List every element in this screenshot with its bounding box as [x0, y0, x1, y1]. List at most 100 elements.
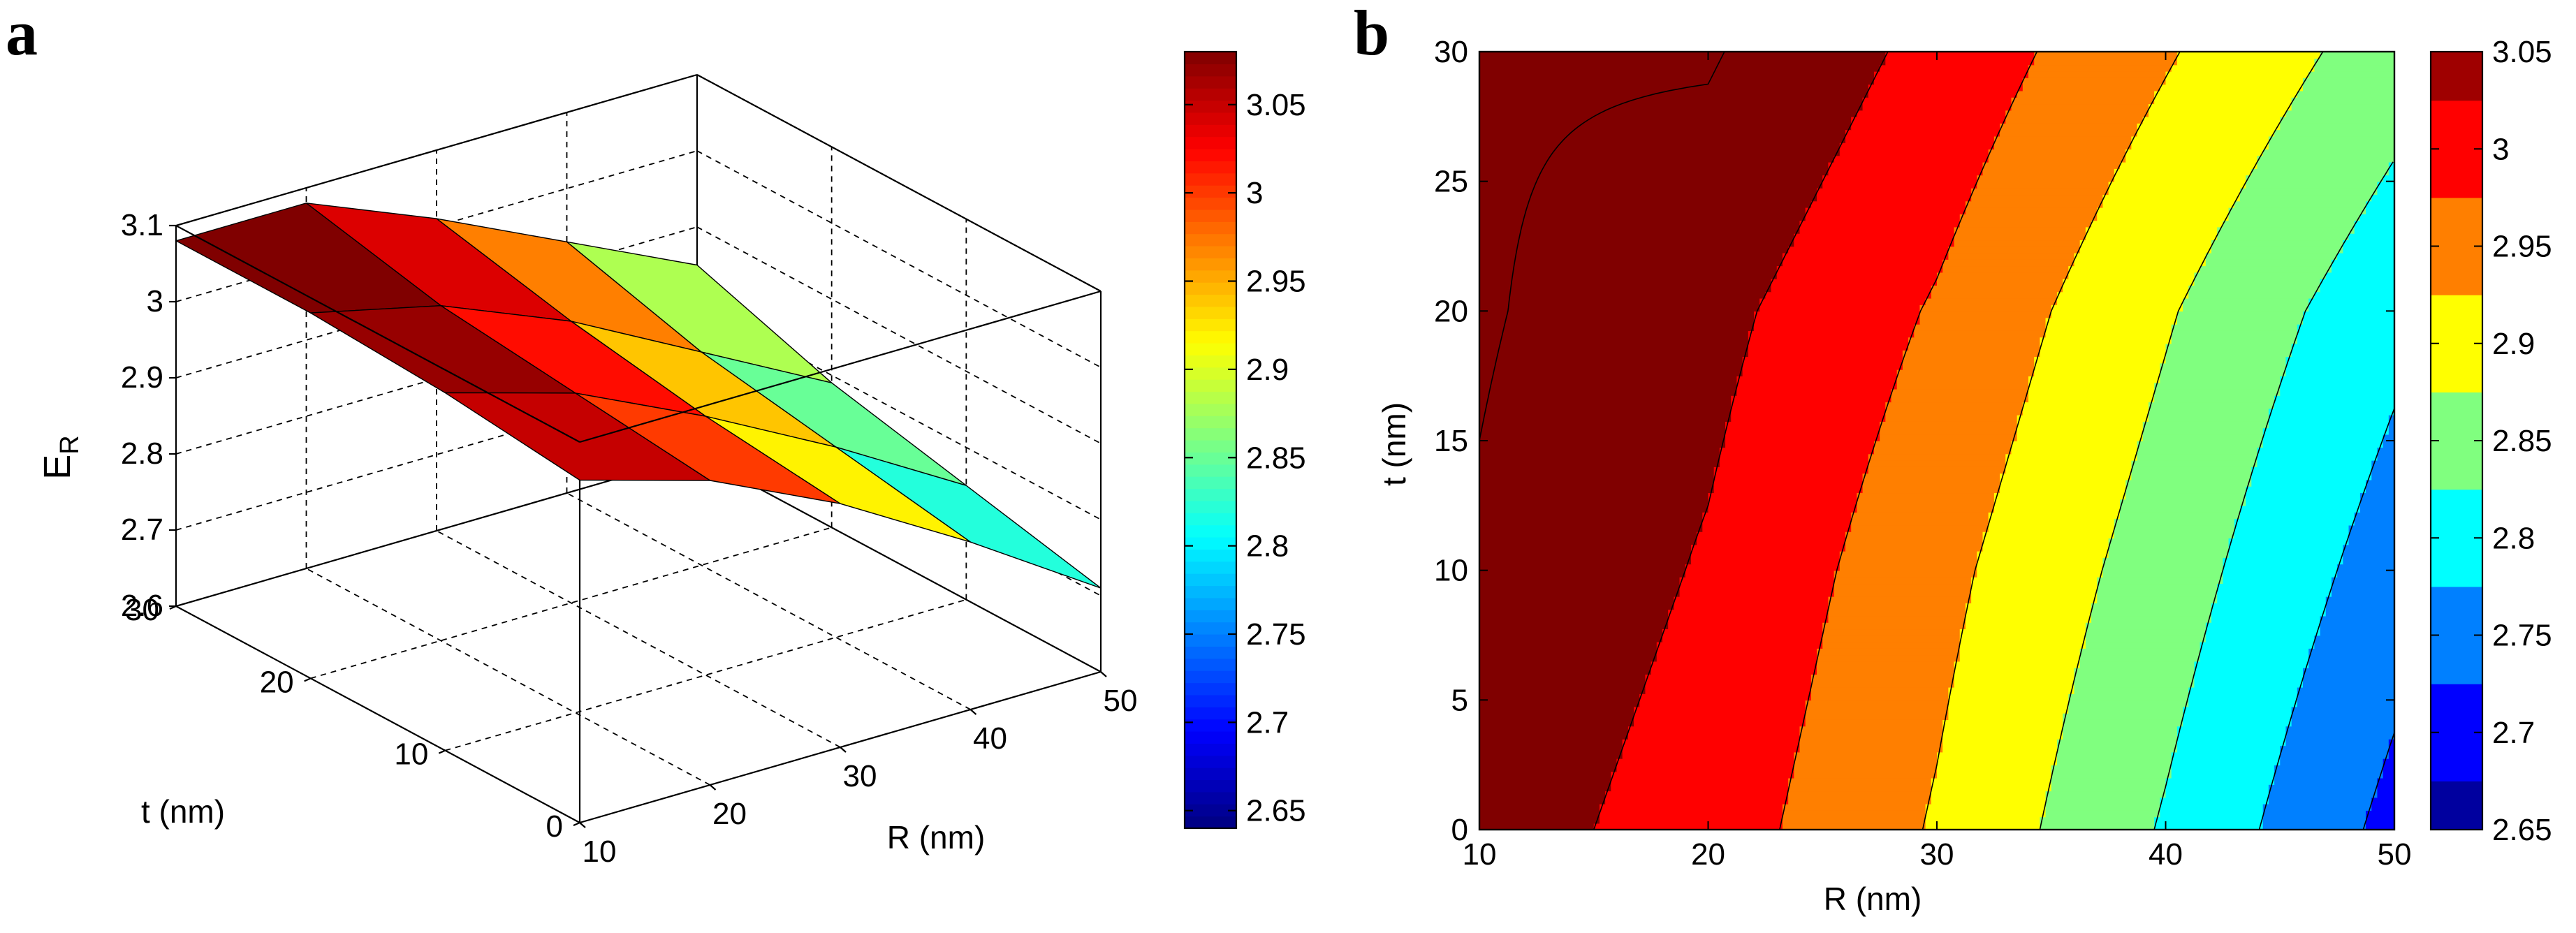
contour-band-cell	[1674, 603, 1829, 610]
contour-band-cell	[1954, 226, 2086, 234]
contour-band-cell	[2274, 402, 2395, 409]
contour-band-cell	[2388, 427, 2395, 435]
contour-line	[2153, 161, 2394, 830]
contour-band-cell	[1479, 330, 1503, 338]
contour-band-cell	[1507, 285, 1772, 293]
contour-band-cell	[2211, 609, 2327, 617]
contour-band-cell	[1954, 240, 2081, 247]
contour-band-cell	[1880, 64, 2029, 72]
x-tick-label: 20	[1691, 837, 1725, 872]
contour-band-cell	[1479, 233, 1521, 241]
contour-band-cell	[2028, 382, 2155, 390]
contour-band-cell	[2359, 492, 2395, 500]
contour-band-cell	[2285, 369, 2395, 376]
contour-band-cell	[2154, 816, 2264, 824]
contour-band-cell	[1977, 564, 2104, 571]
contour-band-cell	[1896, 376, 2029, 383]
contour-band-cell	[1479, 641, 1657, 649]
contour-band-cell	[2234, 200, 2366, 208]
contour-band-cell	[1479, 285, 1509, 293]
contour-band-cell	[1942, 726, 2063, 733]
contour-band-cell	[2383, 765, 2395, 772]
contour-band-cell	[2183, 304, 2309, 312]
contour-band-cell	[1622, 751, 1795, 759]
colorbar-cell	[1185, 136, 1236, 149]
contour-band-cell	[1954, 233, 2086, 241]
contour-band-cell	[2223, 576, 2332, 585]
contour-band-cell	[2142, 116, 2281, 124]
contour-line	[1779, 51, 2038, 830]
contour-band-cell	[1571, 129, 1846, 137]
contour-band-cell	[1479, 771, 1612, 779]
contour-band-cell	[1479, 382, 1492, 390]
contour-band-cell	[1754, 317, 1921, 325]
contour-band-cell	[1799, 226, 1955, 234]
contour-band-cell	[2017, 427, 2144, 435]
contour-band-cell	[1857, 499, 1995, 506]
colorbar-cell	[1185, 488, 1236, 501]
contour-band-cell	[2091, 220, 2224, 228]
colorbar-cell	[1185, 476, 1236, 490]
contour-band-cell	[1948, 246, 2081, 254]
contour-band-cell	[1651, 661, 1817, 668]
contour-band-cell	[1656, 90, 1869, 98]
contour-band-cell	[2308, 297, 2395, 305]
contour-band-cell	[2176, 311, 2304, 318]
contour-band-cell	[1479, 589, 1681, 597]
x-tick-label: 50	[1104, 684, 1138, 718]
contour-band-cell	[1885, 408, 2024, 416]
colorbar-cell	[1185, 52, 1236, 64]
contour-band-cell	[2085, 233, 2218, 241]
contour-band-cell	[2268, 414, 2390, 422]
contour-band-cell	[1479, 686, 1646, 694]
contour-band-cell	[1782, 816, 1926, 824]
colorbar-cell	[1185, 464, 1236, 477]
contour-band-cell	[2257, 453, 2378, 461]
contour-band-cell	[1788, 791, 1932, 798]
contour-band-cell	[2028, 376, 2161, 383]
contour-band-cell	[1479, 194, 1532, 202]
contour-band-cell	[1611, 777, 1789, 785]
z-tick-label: 2.9	[121, 360, 163, 395]
contour-band-cell	[2108, 544, 2230, 552]
contour-band-cell	[1954, 680, 2075, 688]
contour-band-cell	[2280, 376, 2395, 383]
contour-band-cell	[2114, 518, 2235, 526]
contour-band-cell	[1817, 667, 1955, 675]
contour-band-cell	[1479, 765, 1618, 772]
contour-band-cell	[1514, 259, 1783, 267]
contour-band-cell	[1542, 168, 1829, 176]
contour-band-cell	[1599, 810, 1783, 818]
contour-band-cell	[2262, 810, 2366, 818]
contour-band-cell	[2280, 388, 2395, 396]
colorbar-cell	[1185, 124, 1236, 138]
contour-band-cell	[1622, 739, 1801, 747]
y-tick-label: 15	[1434, 424, 1468, 458]
contour-band-cell	[2257, 460, 2373, 467]
contour-band-cell	[2303, 680, 2395, 688]
contour-band-cell	[2303, 667, 2395, 675]
contour-band-cell	[1736, 388, 1892, 396]
contour-band-cell	[1851, 512, 1989, 520]
contour-line	[2362, 732, 2395, 830]
colorbar-tick-label: 2.8	[1246, 529, 1289, 564]
contour-band-cell	[1851, 116, 2007, 124]
contour-band-cell	[1479, 803, 1600, 811]
contour-band-cell	[2056, 739, 2178, 747]
y-tick-mark	[573, 821, 580, 827]
x-tick-mark	[1100, 671, 1107, 677]
contour-band-cell	[2000, 123, 2138, 131]
contour-band-cell	[2154, 395, 2275, 403]
colorbar-band	[2431, 295, 2482, 392]
contour-band-cell	[1759, 297, 1926, 305]
contour-band-cell	[2308, 304, 2395, 312]
contour-band-cell	[1599, 816, 1783, 824]
contour-band-cell	[2188, 291, 2315, 299]
colorbar-cell	[1185, 719, 1236, 732]
contour-band-cell	[1817, 648, 1961, 656]
contour-band-cell	[2074, 667, 2195, 675]
colorbar-cell	[1185, 270, 1236, 283]
contour-band-cell	[2194, 674, 2304, 682]
contour-band-cell	[1725, 427, 1880, 435]
